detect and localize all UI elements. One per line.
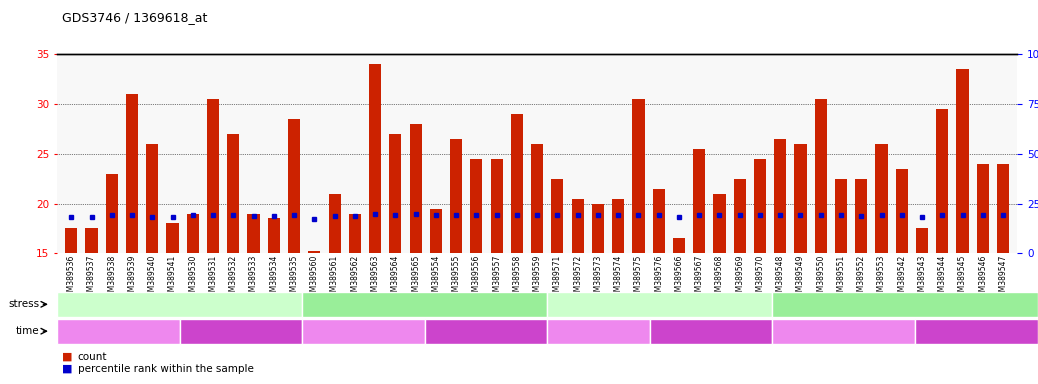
Bar xyxy=(896,169,908,253)
Bar xyxy=(754,159,766,253)
Bar xyxy=(673,238,685,253)
Bar xyxy=(227,134,240,253)
Bar xyxy=(855,179,868,253)
Text: GDS3746 / 1369618_at: GDS3746 / 1369618_at xyxy=(62,12,208,25)
Bar xyxy=(166,223,179,253)
Bar xyxy=(734,179,746,253)
Bar xyxy=(835,179,847,253)
Text: 24 hrs: 24 hrs xyxy=(961,326,992,336)
Text: stress: stress xyxy=(8,299,39,310)
Bar xyxy=(328,194,340,253)
Bar xyxy=(511,114,523,253)
Bar xyxy=(531,144,543,253)
Bar xyxy=(85,228,98,253)
Bar xyxy=(247,214,260,253)
Bar xyxy=(207,99,219,253)
Text: percentile rank within the sample: percentile rank within the sample xyxy=(78,364,253,374)
Bar xyxy=(632,99,645,253)
Bar xyxy=(187,214,199,253)
Bar xyxy=(713,194,726,253)
Bar xyxy=(612,199,624,253)
Bar xyxy=(875,144,887,253)
Bar xyxy=(430,209,442,253)
Bar xyxy=(774,139,787,253)
Bar xyxy=(956,69,968,253)
Bar xyxy=(794,144,807,253)
Bar xyxy=(450,139,462,253)
Bar xyxy=(65,228,78,253)
Bar xyxy=(936,109,949,253)
Text: 2 hrs: 2 hrs xyxy=(106,326,131,336)
Text: 24 hrs: 24 hrs xyxy=(225,326,256,336)
Bar xyxy=(592,204,604,253)
Text: 24 hrs: 24 hrs xyxy=(470,326,501,336)
Bar xyxy=(126,94,138,253)
Bar xyxy=(106,174,118,253)
Bar xyxy=(815,99,827,253)
Text: 24 hrs: 24 hrs xyxy=(695,326,727,336)
Bar xyxy=(146,144,159,253)
Bar xyxy=(308,252,321,253)
Bar xyxy=(410,124,421,253)
Text: ■: ■ xyxy=(62,364,73,374)
Bar xyxy=(693,149,705,253)
Text: control: control xyxy=(163,299,196,310)
Bar xyxy=(491,159,502,253)
Text: ■: ■ xyxy=(62,352,73,362)
Text: time: time xyxy=(16,326,39,336)
Text: dexamethasone + smoke: dexamethasone + smoke xyxy=(843,299,967,310)
Text: dexamethasone: dexamethasone xyxy=(385,299,464,310)
Bar xyxy=(389,134,402,253)
Bar xyxy=(470,159,483,253)
Text: smoke: smoke xyxy=(644,299,676,310)
Bar xyxy=(572,199,583,253)
Bar xyxy=(996,164,1009,253)
Bar xyxy=(370,64,381,253)
Bar xyxy=(288,119,300,253)
Bar xyxy=(268,218,280,253)
Bar xyxy=(349,214,361,253)
Bar xyxy=(551,179,564,253)
Bar xyxy=(977,164,989,253)
Text: 2 hrs: 2 hrs xyxy=(586,326,610,336)
Text: 2 hrs: 2 hrs xyxy=(351,326,376,336)
Bar xyxy=(916,228,928,253)
Text: count: count xyxy=(78,352,107,362)
Bar xyxy=(653,189,664,253)
Text: 2 hrs: 2 hrs xyxy=(831,326,856,336)
